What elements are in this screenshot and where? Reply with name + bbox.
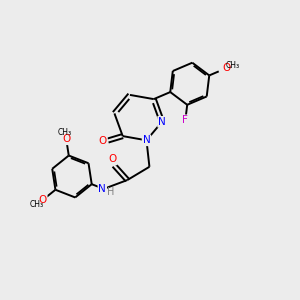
Text: CH₃: CH₃ <box>226 61 240 70</box>
Text: CH₃: CH₃ <box>30 200 44 209</box>
Text: O: O <box>99 136 107 146</box>
Text: N: N <box>142 135 150 145</box>
Text: O: O <box>109 154 117 164</box>
Text: O: O <box>38 195 47 205</box>
Text: N: N <box>98 184 106 194</box>
Text: O: O <box>222 63 230 73</box>
Text: CH₃: CH₃ <box>58 128 72 137</box>
Text: H: H <box>106 187 114 197</box>
Text: N: N <box>158 117 166 127</box>
Text: O: O <box>62 134 70 144</box>
Text: F: F <box>182 115 188 125</box>
